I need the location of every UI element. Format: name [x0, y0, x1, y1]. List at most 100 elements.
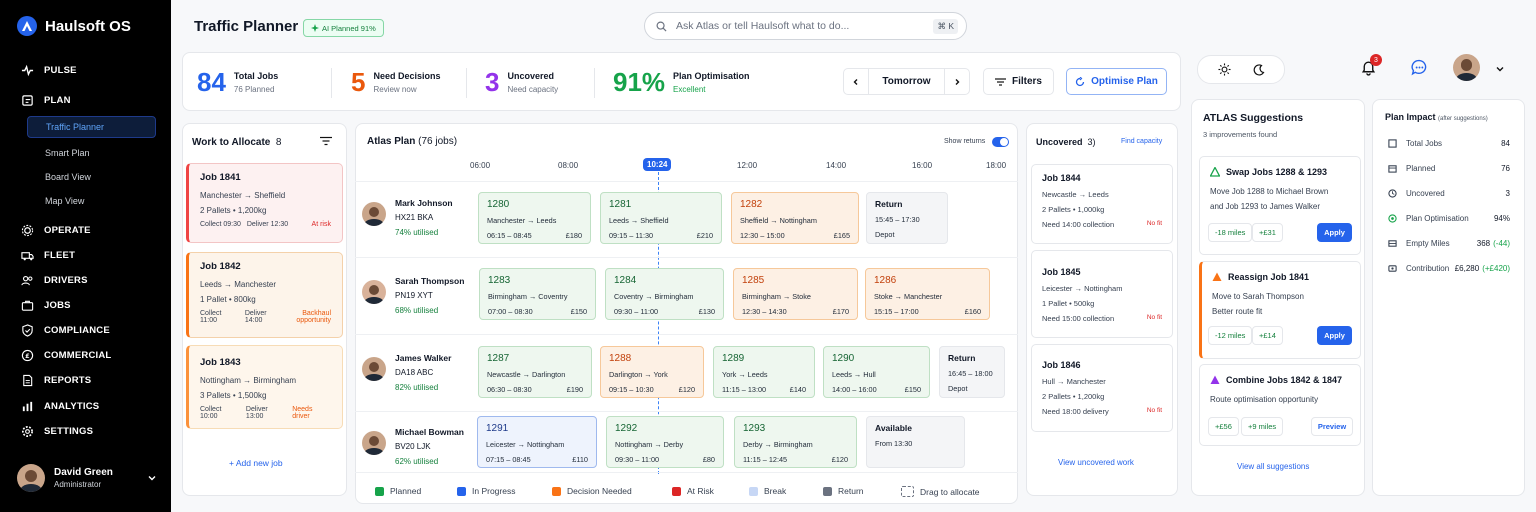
sidebar: Haulsoft OS PULSE PLAN Traffic Planner S… — [0, 0, 171, 512]
uncovered-job-card[interactable]: Job 1846 Hull → Manchester 2 Pallets • 1… — [1031, 344, 1173, 432]
allocate-job-card[interactable]: Job 1843 Nottingham → Birmingham 3 Palle… — [186, 345, 343, 429]
driver-row[interactable]: Mark Johnson HX21 BKA 74% utilised — [362, 192, 477, 262]
nav-plan[interactable]: PLAN — [21, 91, 71, 109]
nav-settings[interactable]: SETTINGS — [21, 422, 93, 440]
current-time-marker: 10:24 — [643, 158, 672, 171]
stat-value: 5 — [351, 67, 366, 97]
ai-badge-label: AI Planned 91% — [322, 23, 376, 33]
job-collect: Collect 10:00 — [200, 406, 222, 420]
job-block[interactable]: 1285 Birmingham → Stoke 12:30 – 14:30 £170 — [733, 268, 858, 320]
apply-button[interactable]: Apply — [1317, 223, 1352, 242]
impact-value: 94% — [1493, 214, 1510, 223]
nav-commercial[interactable]: £ COMMERCIAL — [21, 346, 111, 364]
no-fit-tag: No fit — [1146, 220, 1162, 227]
chevron-down-icon[interactable] — [1495, 64, 1505, 74]
nav-fleet[interactable]: FLEET — [21, 246, 75, 264]
suggestion-card[interactable]: Combine Jobs 1842 & 1847 Route optimisat… — [1199, 364, 1361, 446]
preview-button[interactable]: Preview — [1311, 417, 1353, 436]
job-block[interactable]: 1280 Manchester → Leeds 06:15 – 08:45 £180 — [478, 192, 591, 244]
nav-pulse[interactable]: PULSE — [21, 61, 77, 79]
time-tick: 06:00 — [470, 161, 491, 170]
nav-map-view[interactable]: Map View — [45, 196, 85, 206]
nav-compliance[interactable]: COMPLIANCE — [21, 321, 110, 339]
legend-label: In Progress — [472, 486, 516, 496]
return-block[interactable]: Return 16:45 – 18:00 Depot — [939, 346, 1005, 398]
legend-item: Drag to allocate — [901, 486, 980, 497]
job-block[interactable]: 1293 Derby → Birmingham 11:15 – 12:45 £120 — [734, 416, 857, 468]
view-uncovered-link[interactable]: View uncovered work — [1058, 458, 1134, 467]
job-block[interactable]: 1284 Coventry → Birmingham 09:30 – 11:00 £1… — [605, 268, 724, 320]
legend-item: Return — [823, 486, 864, 496]
show-returns-toggle[interactable] — [992, 137, 1009, 147]
suggestion-card[interactable]: Swap Jobs 1288 & 1293 Move Job 1288 to M… — [1199, 156, 1361, 255]
job-block[interactable]: 1289 York → Leeds 11:15 – 13:00 £140 — [713, 346, 815, 398]
job-block[interactable]: 1281 Leeds → Sheffield 09:15 – 11:30 £210 — [600, 192, 722, 244]
legend-item: Break — [749, 486, 786, 496]
view-all-suggestions-link[interactable]: View all suggestions — [1237, 462, 1310, 471]
search-input[interactable]: Ask Atlas or tell Haulsoft what to do...… — [644, 12, 967, 40]
job-block[interactable]: 1290 Leeds → Hull 14:00 – 16:00 £150 — [823, 346, 930, 398]
uncovered-job-card[interactable]: Job 1844 Newcastle → Leeds 2 Pallets • 1… — [1031, 164, 1173, 244]
job-block[interactable]: 1283 Birmingham → Coventry 07:00 – 08:30 £1… — [479, 268, 596, 320]
allocate-job-card[interactable]: Job 1841 Manchester → Sheffield 2 Pallet… — [186, 163, 343, 243]
block-number: 1286 — [874, 275, 897, 286]
suggestion-card[interactable]: Reassign Job 1841 Move to Sarah Thompson… — [1199, 261, 1361, 359]
nav-operate[interactable]: OPERATE — [21, 221, 91, 239]
nav-smart-plan[interactable]: Smart Plan — [45, 148, 90, 158]
find-capacity-link[interactable]: Find capacity — [1121, 138, 1163, 145]
atlas-sub: 3 improvements found — [1203, 130, 1278, 139]
stat-sub: Review now — [373, 85, 417, 94]
date-label[interactable]: Tomorrow — [868, 68, 945, 95]
theme-toggle[interactable] — [1197, 55, 1285, 84]
available-block[interactable]: Available From 13:30 — [866, 416, 965, 468]
uncovered-job-card[interactable]: Job 1845 Leicester → Nottingham 1 Pallet… — [1031, 250, 1173, 338]
impact-label: Plan Optimisation — [1406, 214, 1469, 223]
profile-avatar[interactable] — [1453, 54, 1480, 81]
warning-icon — [1212, 272, 1222, 281]
job-block[interactable]: 1282 Sheffield → Nottingham 12:30 – 15:00 £… — [731, 192, 859, 244]
stat-plan-optimisation: 91% Plan Optimisation Excellent — [613, 67, 750, 98]
prev-day-button[interactable] — [843, 68, 869, 95]
block-time: 11:15 – 12:45 — [743, 455, 788, 464]
next-day-button[interactable] — [944, 68, 970, 95]
brand[interactable]: Haulsoft OS — [17, 16, 131, 36]
filters-label: Filters — [1011, 76, 1042, 87]
driver-row[interactable]: Michael Bowman BV20 LJK 62% utilised — [362, 421, 477, 491]
job-route: Leeds → Manchester — [200, 280, 277, 289]
driver-avatar — [362, 202, 386, 226]
driver-avatar — [362, 357, 386, 381]
job-block[interactable]: 1292 Nottingham → Derby 09:30 – 11:00 £80 — [606, 416, 724, 468]
driver-utilisation: 68% utilised — [395, 306, 439, 315]
add-new-job-button[interactable]: + Add new job — [229, 458, 283, 468]
driver-row[interactable]: Sarah Thompson PN19 XYT 68% utilised — [362, 270, 477, 340]
notifications-button[interactable]: 3 — [1360, 54, 1382, 77]
driver-row[interactable]: James Walker DA18 ABC 82% utilised — [362, 347, 477, 417]
nav-traffic-planner[interactable]: Traffic Planner — [27, 116, 156, 138]
nav-reports[interactable]: REPORTS — [21, 371, 91, 389]
job-block[interactable]: 1288 Darlington → York 09:15 – 10:30 £120 — [600, 346, 704, 398]
block-number: 1283 — [488, 275, 511, 286]
miles-pill: -12 miles — [1208, 326, 1253, 345]
legend-swatch — [749, 486, 758, 496]
block-price: £120 — [831, 455, 848, 464]
nav-jobs[interactable]: JOBS — [21, 296, 71, 314]
optimise-plan-button[interactable]: Optimise Plan — [1066, 68, 1167, 95]
return-block[interactable]: Return 15:45 – 17:30 Depot — [866, 192, 948, 244]
apply-button[interactable]: Apply — [1317, 326, 1352, 345]
job-block[interactable]: 1286 Stoke → Manchester 15:15 – 17:00 £160 — [865, 268, 990, 320]
nav-board-view[interactable]: Board View — [45, 172, 91, 182]
job-need: Need 15:00 collection — [1042, 314, 1115, 323]
allocate-job-card[interactable]: Job 1842 Leeds → Manchester 1 Pallet • 8… — [186, 252, 343, 338]
block-route: From 13:30 — [875, 439, 913, 448]
job-deliver: Deliver 14:00 — [244, 310, 267, 324]
messages-button[interactable] — [1411, 59, 1428, 78]
driver-reg: PN19 XYT — [395, 291, 433, 300]
job-block[interactable]: 1287 Newcastle → Darlington 06:30 – 08:30 £… — [478, 346, 592, 398]
filter-icon[interactable] — [320, 136, 332, 146]
user-menu[interactable]: David Green Administrator — [17, 463, 157, 493]
nav-drivers[interactable]: DRIVERS — [21, 271, 88, 289]
job-block[interactable]: 1291 Leicester → Nottingham 07:15 – 08:45 £… — [477, 416, 597, 468]
block-number: Available — [875, 423, 913, 433]
filters-button[interactable]: Filters — [983, 68, 1054, 95]
nav-analytics[interactable]: ANALYTICS — [21, 397, 99, 415]
